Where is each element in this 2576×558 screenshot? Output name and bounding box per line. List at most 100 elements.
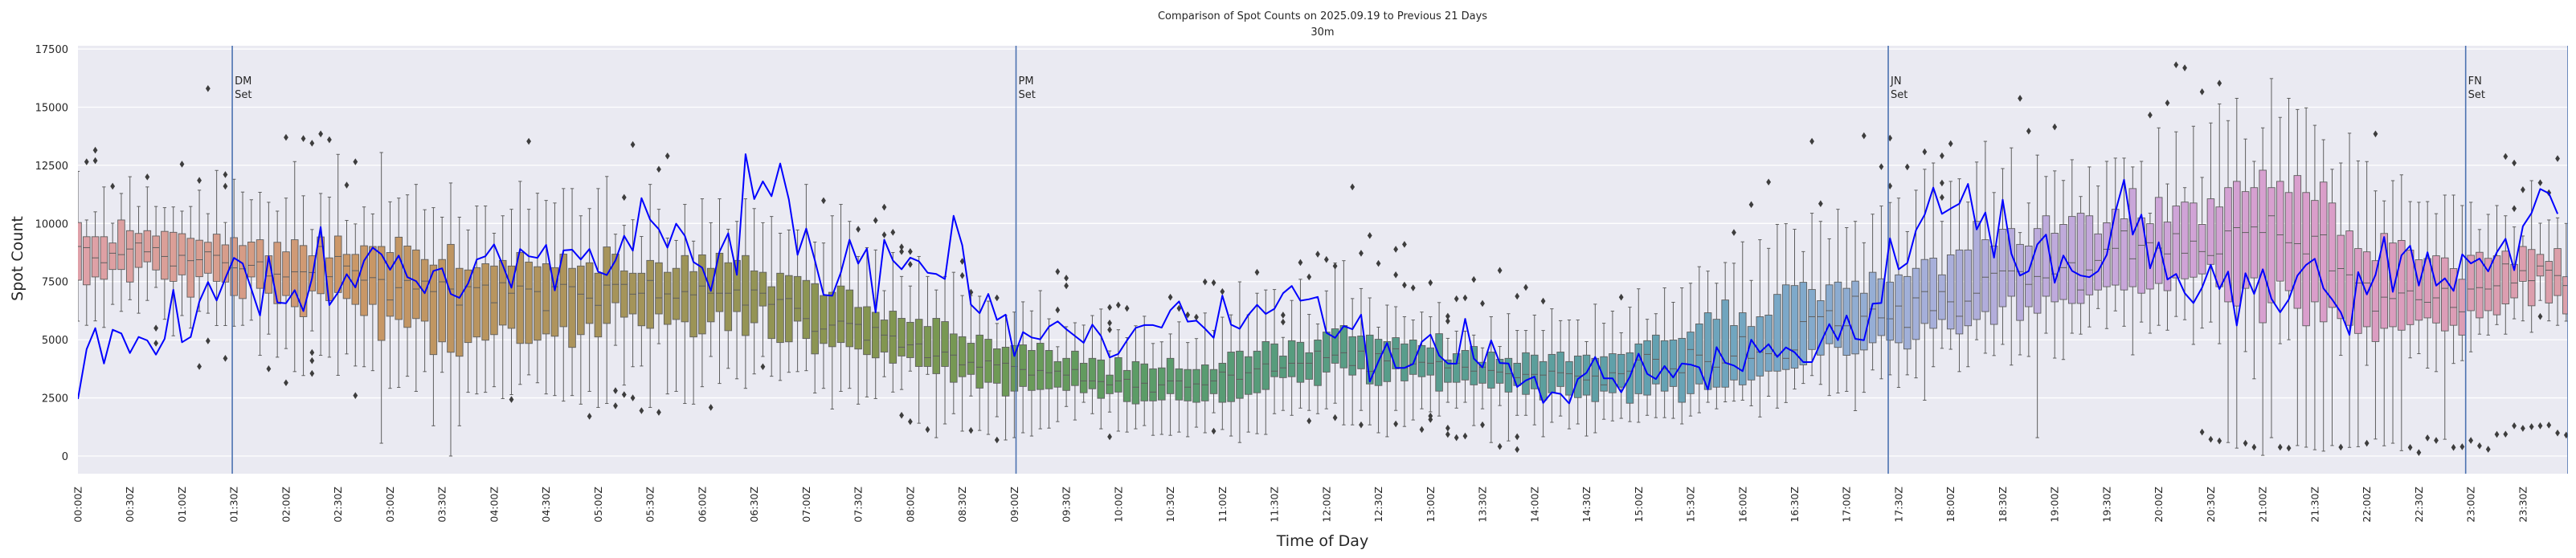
x-tick-label: 14:30Z	[1580, 487, 1593, 523]
outlier-point	[873, 217, 878, 224]
box-261	[2337, 162, 2345, 356]
box-iqr	[880, 320, 889, 352]
outlier-point	[2208, 435, 2214, 443]
box-iqr	[83, 236, 91, 286]
outlier-point	[205, 85, 211, 92]
box-iqr	[395, 236, 403, 320]
x-tick-label: 15:00Z	[1633, 487, 1645, 523]
box-3	[100, 186, 108, 328]
box-iqr	[143, 230, 152, 263]
box-271	[2423, 201, 2431, 369]
outlier-point	[2555, 430, 2560, 437]
outlier-point	[1359, 250, 1364, 257]
box-iqr	[1964, 249, 1973, 327]
box-iqr	[1973, 221, 1981, 320]
box-140	[1287, 299, 1296, 416]
box-iqr	[412, 249, 420, 320]
box-127	[1175, 321, 1184, 433]
box-39	[412, 184, 420, 392]
box-81	[776, 232, 784, 381]
box-iqr	[1600, 356, 1608, 392]
box-iqr	[1062, 357, 1070, 391]
box-iqr	[941, 321, 949, 367]
box-iqr	[1470, 346, 1478, 385]
x-tick-label: 10:00Z	[1112, 487, 1124, 523]
box-247	[2215, 103, 2223, 344]
box-61	[603, 176, 611, 405]
outlier-point	[1445, 424, 1450, 432]
box-233	[2094, 185, 2102, 309]
box-iqr	[785, 275, 793, 343]
box-iqr	[386, 252, 395, 317]
box-90	[854, 255, 862, 405]
box-216	[1946, 181, 1955, 350]
box-iqr	[1461, 350, 1470, 381]
box-280	[2501, 215, 2510, 335]
box-115	[1071, 322, 1079, 421]
x-tick-label: 01:00Z	[176, 487, 188, 523]
box-14	[195, 189, 203, 312]
box-217	[1955, 178, 1964, 373]
box-iqr	[212, 234, 221, 282]
box-iqr	[1981, 239, 1989, 312]
outlier-point	[1107, 303, 1112, 312]
box-iqr	[2345, 230, 2353, 326]
outlier-point	[968, 426, 974, 434]
outlier-point	[890, 229, 896, 236]
outlier-point	[205, 337, 211, 344]
x-tick-label: 00:00Z	[72, 487, 84, 523]
box-iqr	[2042, 215, 2051, 297]
box-iqr	[750, 270, 758, 324]
outlier-point	[1393, 271, 1399, 279]
outlier-point	[907, 417, 913, 426]
box-iqr	[1036, 343, 1045, 390]
outlier-point	[179, 161, 185, 168]
box-264	[2362, 161, 2371, 366]
box-iqr	[793, 275, 802, 322]
box-iqr	[1946, 254, 1955, 330]
x-tick-label: 18:30Z	[1997, 487, 2009, 523]
box-iqr	[1184, 369, 1192, 401]
outlier-point	[1480, 421, 1485, 429]
box-7	[134, 206, 143, 314]
box-iqr	[1790, 285, 1799, 369]
box-iqr	[2467, 255, 2475, 312]
box-iqr	[1825, 284, 1834, 344]
box-iqr	[828, 291, 836, 348]
box-iqr	[1998, 229, 2007, 308]
box-12	[178, 210, 186, 316]
y-tick-label: 12500	[35, 161, 68, 173]
box-iqr	[2267, 187, 2275, 303]
box-iqr	[2068, 216, 2076, 304]
outlier-point	[2026, 128, 2031, 135]
outlier-point	[2555, 155, 2560, 162]
box-iqr	[2484, 258, 2492, 312]
y-tick-label: 17500	[35, 44, 68, 56]
outlier-point	[1454, 434, 1459, 442]
box-iqr	[914, 319, 923, 367]
x-tick-label: 02:30Z	[332, 487, 344, 523]
outlier-point	[284, 379, 288, 387]
box-116	[1079, 324, 1088, 403]
box-iqr	[481, 263, 489, 341]
box-iqr	[525, 261, 533, 344]
box-iqr	[1331, 328, 1339, 364]
box-72	[698, 198, 706, 388]
box-iqr	[1834, 281, 1842, 348]
box-iqr	[1643, 340, 1651, 396]
box-35	[377, 152, 386, 444]
outlier-point	[2503, 153, 2509, 161]
outlier-point	[708, 404, 714, 411]
outlier-point	[1540, 297, 1546, 305]
x-tick-label: 22:00Z	[2361, 487, 2373, 523]
outlier-point	[907, 248, 913, 255]
box-156	[1426, 316, 1435, 413]
outlier-point	[2512, 159, 2517, 167]
x-axis-ticks: 00:00Z 00:30Z 01:00Z 01:30Z 02:00Z 02:30Z 03:0…	[72, 487, 2529, 523]
box-4	[108, 222, 117, 305]
outlier-point	[1055, 306, 1061, 314]
box-iqr	[2033, 228, 2042, 314]
outlier-point	[110, 182, 116, 190]
outlier-point	[925, 426, 930, 434]
outlier-point	[1940, 193, 1944, 202]
